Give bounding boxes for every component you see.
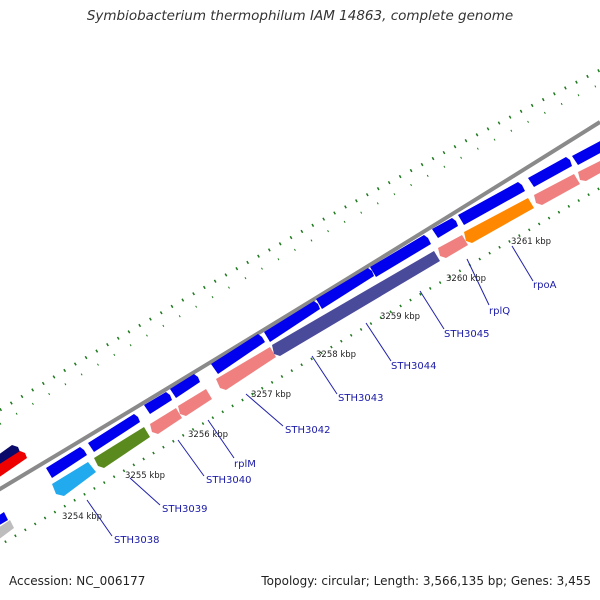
- cds-forward[interactable]: [144, 392, 172, 414]
- cds-forward[interactable]: [211, 334, 265, 374]
- cds-forward[interactable]: [572, 140, 600, 165]
- cds-reverse[interactable]: [52, 462, 96, 496]
- kbp-tick-label: 3261 kbp: [511, 237, 551, 247]
- kbp-tick-label: 3254 kbp: [62, 512, 102, 522]
- cds-reverse[interactable]: [272, 251, 440, 356]
- gene-label[interactable]: STH3038: [114, 535, 159, 546]
- kbp-tick-label: 3259 kbp: [380, 312, 420, 322]
- backbone-ring: [0, 120, 600, 492]
- kbp-tick-label: 3256 kbp: [188, 430, 228, 440]
- cds-reverse[interactable]: [216, 347, 276, 390]
- kbp-tick-label: 3260 kbp: [446, 274, 486, 284]
- cds-forward[interactable]: [0, 451, 27, 478]
- gene-label[interactable]: STH3040: [206, 475, 251, 486]
- gene-label[interactable]: STH3043: [338, 393, 383, 404]
- gene-label[interactable]: STH3045: [444, 329, 489, 340]
- cds-reverse[interactable]: [534, 174, 580, 205]
- gene-label[interactable]: STH3044: [391, 361, 436, 372]
- reverse-strand-track: [0, 160, 600, 540]
- cds-reverse[interactable]: [464, 198, 534, 243]
- cds-forward[interactable]: [264, 301, 320, 342]
- cds-forward[interactable]: [528, 157, 572, 187]
- kbp-ticks: 3254 kbp 3255 kbp 3256 kbp 3257 kbp 3258…: [62, 237, 551, 522]
- cds-reverse[interactable]: [178, 389, 212, 416]
- map-title: Symbiobacterium thermophilum IAM 14863, …: [86, 8, 514, 24]
- gene-label-leaders: [86, 245, 534, 537]
- cds-reverse[interactable]: [438, 235, 468, 258]
- cds-forward[interactable]: [432, 218, 458, 238]
- cds-reverse[interactable]: [578, 160, 600, 181]
- cds-forward[interactable]: [316, 268, 374, 309]
- cds-forward[interactable]: [46, 447, 87, 478]
- gene-label[interactable]: STH3039: [162, 504, 207, 515]
- cds-reverse[interactable]: [150, 408, 182, 434]
- gene-label[interactable]: rplQ: [489, 306, 510, 317]
- cds-forward[interactable]: [170, 374, 200, 398]
- gene-labels: STH3038 STH3039 STH3040 rplM STH3042 STH…: [114, 280, 557, 546]
- kbp-tick-label: 3255 kbp: [125, 471, 165, 481]
- gene-label[interactable]: rplM: [234, 459, 256, 470]
- kbp-tick-label: 3258 kbp: [316, 350, 356, 360]
- cds-reverse[interactable]: [0, 520, 14, 540]
- gene-label[interactable]: rpoA: [533, 280, 557, 291]
- gene-label[interactable]: STH3042: [285, 425, 330, 436]
- gc-content-track: [0, 68, 600, 425]
- cds-reverse[interactable]: [0, 512, 8, 526]
- accession-label: Accession: NC_006177: [9, 574, 146, 588]
- cds-reverse[interactable]: [94, 427, 150, 468]
- genome-summary: Topology: circular; Length: 3,566,135 bp…: [261, 574, 591, 588]
- cds-forward[interactable]: [0, 445, 20, 467]
- cds-forward[interactable]: [458, 182, 525, 225]
- cds-forward[interactable]: [370, 235, 431, 277]
- kbp-tick-label: 3257 kbp: [251, 390, 291, 400]
- scale-ring: [0, 186, 600, 547]
- forward-strand-track: [0, 140, 600, 478]
- cds-forward[interactable]: [88, 414, 140, 452]
